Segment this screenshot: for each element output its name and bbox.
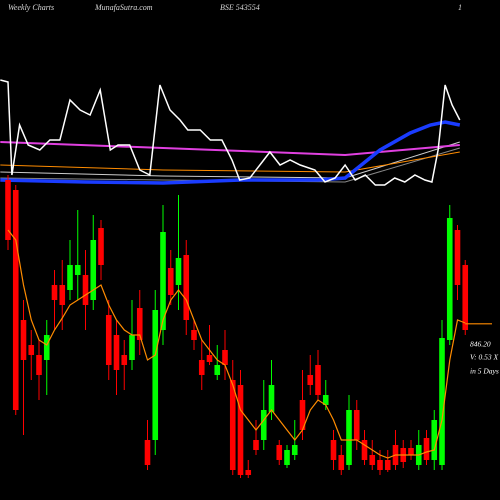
candle-body <box>423 438 430 460</box>
candle-body <box>276 445 283 460</box>
volume-note: V: 0.53 X <box>470 353 498 362</box>
candle-body <box>315 365 321 395</box>
candle-body <box>98 228 104 265</box>
header-text: 1 <box>458 3 462 12</box>
candle-body <box>12 190 19 410</box>
candle-body <box>260 410 267 440</box>
candle-body <box>353 410 360 440</box>
candle-body <box>82 275 89 305</box>
candle-body <box>175 258 182 285</box>
candle-body <box>431 420 438 460</box>
candle-body <box>5 180 11 240</box>
candle-body <box>51 285 58 300</box>
candle-body <box>446 218 453 340</box>
candle-body <box>338 455 345 470</box>
candle-body <box>206 355 213 362</box>
candle-body <box>160 232 166 330</box>
candle-body <box>307 375 314 385</box>
period-note: in 5 Days <box>470 367 499 376</box>
candle-body <box>43 335 50 360</box>
candle-body <box>113 335 120 370</box>
candle-body <box>245 470 252 475</box>
candle-body <box>291 445 298 455</box>
candle-body <box>330 440 337 460</box>
candle-body <box>20 320 27 360</box>
candle-body <box>384 460 391 470</box>
candle-body <box>90 240 97 300</box>
candle-body <box>284 450 290 465</box>
candle-body <box>214 365 221 375</box>
candle-body <box>67 265 73 290</box>
candle-body <box>268 385 275 412</box>
last-price-label: 846.20 <box>470 340 491 349</box>
candle-body <box>74 265 81 275</box>
candle-body <box>408 448 414 455</box>
candle-body <box>237 385 244 475</box>
indicator-line <box>0 120 461 185</box>
candle-body <box>144 440 151 465</box>
header-text: Weekly Charts <box>8 3 54 12</box>
candle-body <box>229 380 236 470</box>
candle-body <box>59 285 66 305</box>
moving-average <box>7 229 466 459</box>
candle-body <box>439 338 445 465</box>
candle-body <box>183 255 190 320</box>
candle-body <box>121 355 128 365</box>
candle-body <box>136 308 143 340</box>
candle-body <box>129 335 135 360</box>
header-text: BSE 543554 <box>220 3 260 12</box>
candle-body <box>191 330 197 340</box>
candle-body <box>299 400 306 430</box>
candle-body <box>369 455 376 465</box>
candle-body <box>36 355 42 375</box>
candle-body <box>167 268 174 295</box>
candle-body <box>253 440 259 450</box>
candle-body <box>28 345 35 355</box>
candle-body <box>454 230 461 285</box>
indicator-line <box>0 151 460 173</box>
candle-body <box>222 350 228 365</box>
candle-body <box>462 265 469 330</box>
candle-body <box>377 460 383 470</box>
candle-body <box>105 315 112 365</box>
candle-body <box>198 360 205 375</box>
candle-body <box>152 310 159 440</box>
header-text: MunafaSutra.com <box>94 3 153 12</box>
indicator-line <box>0 141 460 179</box>
candle-body <box>346 410 352 465</box>
indicator-line <box>0 141 460 157</box>
indicator-line <box>0 79 461 186</box>
candle-body <box>361 440 368 460</box>
candle-body <box>322 395 329 405</box>
